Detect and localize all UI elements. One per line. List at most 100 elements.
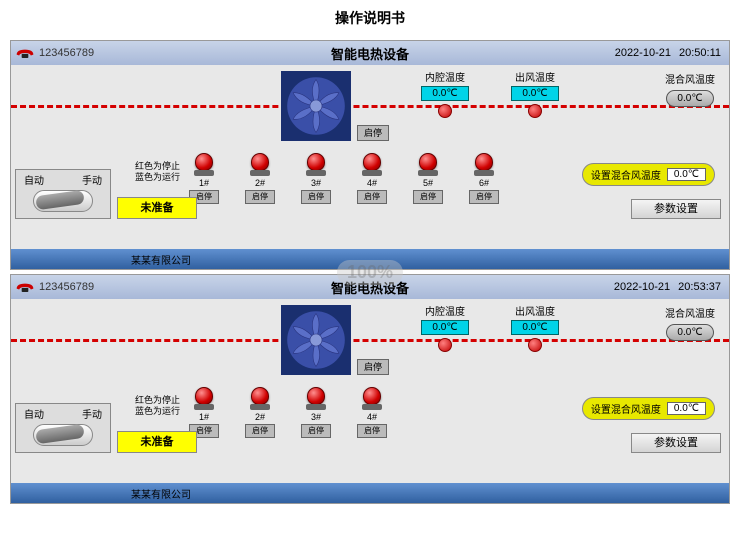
- company-name: 某某有限公司: [131, 256, 191, 267]
- lamp-startstop-button[interactable]: 启停: [357, 190, 387, 204]
- mode-switch-box: 自动 手动: [15, 403, 111, 453]
- lamp-bulb-icon: [363, 387, 381, 405]
- date-display: 2022-10-21: [615, 47, 671, 59]
- legend-blue: 蓝色为运行: [135, 406, 180, 417]
- outlet-temp-block: 出风温度 0.0℃: [511, 303, 559, 352]
- set-mix-value[interactable]: 0.0℃: [667, 168, 706, 181]
- set-mix-value[interactable]: 0.0℃: [667, 402, 706, 415]
- set-mix-temp-pill[interactable]: 设置混合风温度 0.0℃: [582, 397, 715, 420]
- lamp-bulb-icon: [251, 153, 269, 171]
- lamp-startstop-button[interactable]: 启停: [357, 424, 387, 438]
- lamp-base: [362, 170, 382, 176]
- lamp-base: [306, 404, 326, 410]
- set-mix-temp-pill[interactable]: 设置混合风温度 0.0℃: [582, 163, 715, 186]
- lamp-startstop-button[interactable]: 启停: [245, 424, 275, 438]
- lamp-number: 6#: [469, 178, 499, 188]
- lamp-bulb-icon: [307, 153, 325, 171]
- heater-lamp-2: 2# 启停: [245, 387, 275, 438]
- param-settings-button[interactable]: 参数设置: [631, 433, 721, 453]
- lamp-base: [362, 404, 382, 410]
- status-indicator: 未准备: [117, 431, 197, 453]
- mode-toggle-switch[interactable]: [33, 424, 93, 446]
- mode-manual-label: 手动: [82, 406, 102, 421]
- heater-lamp-4: 4# 启停: [357, 153, 387, 204]
- mix-temp-value: 0.0℃: [666, 90, 713, 107]
- lamp-startstop-button[interactable]: 启停: [301, 190, 331, 204]
- inner-temp-value: 0.0℃: [421, 320, 469, 335]
- lamp-bulb-icon: [419, 153, 437, 171]
- set-mix-label: 设置混合风温度: [591, 167, 661, 182]
- lamp-number: 1#: [189, 178, 219, 188]
- pipe-line: [11, 339, 729, 342]
- heater-lamp-3: 3# 启停: [301, 153, 331, 204]
- mode-auto-label: 自动: [24, 406, 44, 421]
- lamp-number: 1#: [189, 412, 219, 422]
- indicator-dot-icon: [528, 338, 542, 352]
- inner-temp-value: 0.0℃: [421, 86, 469, 101]
- inner-temp-label: 内腔温度: [421, 69, 469, 84]
- device-id: 123456789: [39, 47, 94, 59]
- footer-bar: 某某有限公司: [11, 483, 729, 503]
- color-legend: 红色为停止 蓝色为运行: [135, 161, 180, 183]
- lamp-number: 2#: [245, 178, 275, 188]
- heater-lamp-6: 6# 启停: [469, 153, 499, 204]
- mode-switch-box: 自动 手动: [15, 169, 111, 219]
- fan-startstop-button[interactable]: 启停: [357, 359, 389, 375]
- lamp-number: 3#: [301, 178, 331, 188]
- phone-icon: [15, 279, 35, 295]
- lamp-startstop-button[interactable]: 启停: [469, 190, 499, 204]
- lamp-bulb-icon: [195, 153, 213, 171]
- mode-auto-label: 自动: [24, 172, 44, 187]
- document-title: 操作说明书: [0, 0, 740, 36]
- lamp-number: 4#: [357, 412, 387, 422]
- indicator-dot-icon: [438, 104, 452, 118]
- time-display: 20:53:37: [678, 281, 721, 293]
- app-title: 智能电热设备: [331, 44, 409, 63]
- mode-manual-label: 手动: [82, 172, 102, 187]
- lamp-startstop-button[interactable]: 启停: [301, 424, 331, 438]
- lamp-bulb-icon: [475, 153, 493, 171]
- outlet-temp-label: 出风温度: [511, 303, 559, 318]
- outlet-temp-value: 0.0℃: [511, 86, 559, 101]
- mix-temp-block: 混合风温度 0.0℃: [665, 71, 715, 107]
- param-settings-button[interactable]: 参数设置: [631, 199, 721, 219]
- device-id: 123456789: [39, 281, 94, 293]
- indicator-dot-icon: [528, 104, 542, 118]
- lamp-base: [250, 170, 270, 176]
- indicator-dot-icon: [438, 338, 452, 352]
- mode-toggle-switch[interactable]: [33, 190, 93, 212]
- phone-icon: [15, 45, 35, 61]
- fan-icon: [281, 71, 351, 141]
- pipe-line: [11, 105, 729, 108]
- lamp-startstop-button[interactable]: 启停: [245, 190, 275, 204]
- inner-temp-block: 内腔温度 0.0℃: [421, 69, 469, 118]
- status-indicator: 未准备: [117, 197, 197, 219]
- outlet-temp-label: 出风温度: [511, 69, 559, 84]
- legend-red: 红色为停止: [135, 395, 180, 406]
- fan-startstop-button[interactable]: 启停: [357, 125, 389, 141]
- mix-temp-block: 混合风温度 0.0℃: [665, 305, 715, 341]
- hmi-panel-1: 123456789 智能电热设备 2022-10-21 20:50:11 启停 …: [10, 40, 730, 270]
- lamp-number: 5#: [413, 178, 443, 188]
- mix-temp-label: 混合风温度: [665, 71, 715, 86]
- lamp-base: [306, 170, 326, 176]
- lamp-base: [474, 170, 494, 176]
- lamp-bulb-icon: [251, 387, 269, 405]
- lamp-bulb-icon: [307, 387, 325, 405]
- main-area: 启停 内腔温度 0.0℃ 出风温度 0.0℃ 混合风温度 0.0℃ 红色为停止 …: [11, 65, 729, 245]
- outlet-temp-block: 出风温度 0.0℃: [511, 69, 559, 118]
- color-legend: 红色为停止 蓝色为运行: [135, 395, 180, 417]
- lamp-number: 4#: [357, 178, 387, 188]
- lamp-base: [418, 170, 438, 176]
- lamp-startstop-button[interactable]: 启停: [413, 190, 443, 204]
- lamp-bulb-icon: [363, 153, 381, 171]
- date-display: 2022-10-21: [614, 281, 670, 293]
- set-mix-label: 设置混合风温度: [591, 401, 661, 416]
- company-name: 某某有限公司: [131, 490, 191, 501]
- mix-temp-label: 混合风温度: [665, 305, 715, 320]
- outlet-temp-value: 0.0℃: [511, 320, 559, 335]
- mix-temp-value: 0.0℃: [666, 324, 713, 341]
- inner-temp-block: 内腔温度 0.0℃: [421, 303, 469, 352]
- lamp-base: [194, 170, 214, 176]
- legend-blue: 蓝色为运行: [135, 172, 180, 183]
